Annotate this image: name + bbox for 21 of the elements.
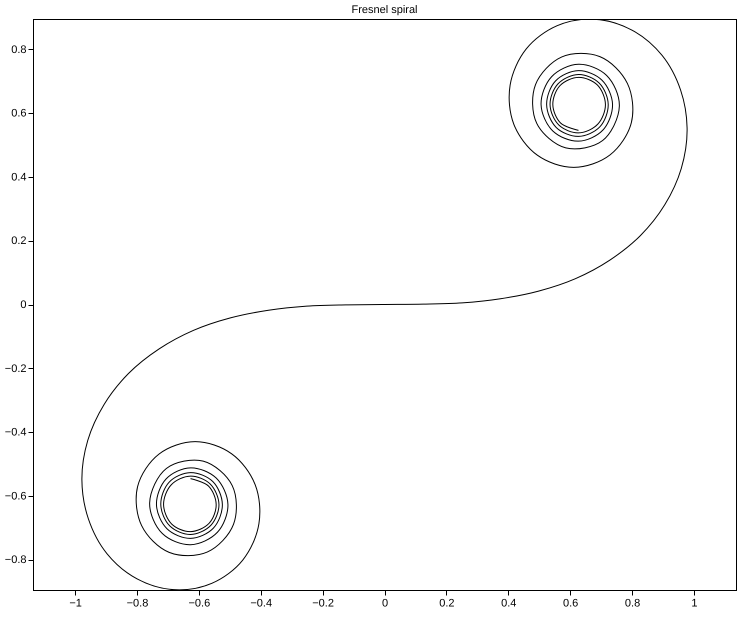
y-tick-label: 0.6	[11, 108, 26, 120]
y-tick-label: 0.2	[11, 235, 26, 248]
x-tick-label: 0.8	[624, 598, 640, 610]
x-tick-label: −1	[69, 598, 82, 610]
x-tick-label: 0.2	[439, 598, 455, 610]
x-tick-label: −0.4	[250, 598, 272, 610]
x-tick-label: 0.6	[563, 598, 578, 610]
y-tick-label: −0.6	[4, 490, 26, 502]
y-tick-label: 0.4	[11, 171, 26, 184]
x-tick-label: −0.2	[312, 598, 334, 610]
y-tick-label: −0.8	[4, 554, 26, 566]
x-tick-label: 0	[382, 598, 388, 610]
y-tick-label: −0.2	[4, 362, 26, 375]
y-tick-label: −0.4	[4, 426, 26, 439]
y-tick-label: 0	[20, 299, 26, 311]
x-tick-label: −0.6	[188, 598, 210, 610]
x-tick-label: −0.8	[126, 598, 148, 610]
x-tick-label: 1	[691, 598, 698, 610]
y-tick-label: 0.8	[11, 44, 26, 56]
x-tick-label: 0.4	[501, 598, 516, 610]
chart-title: Fresnel spiral	[351, 4, 418, 16]
